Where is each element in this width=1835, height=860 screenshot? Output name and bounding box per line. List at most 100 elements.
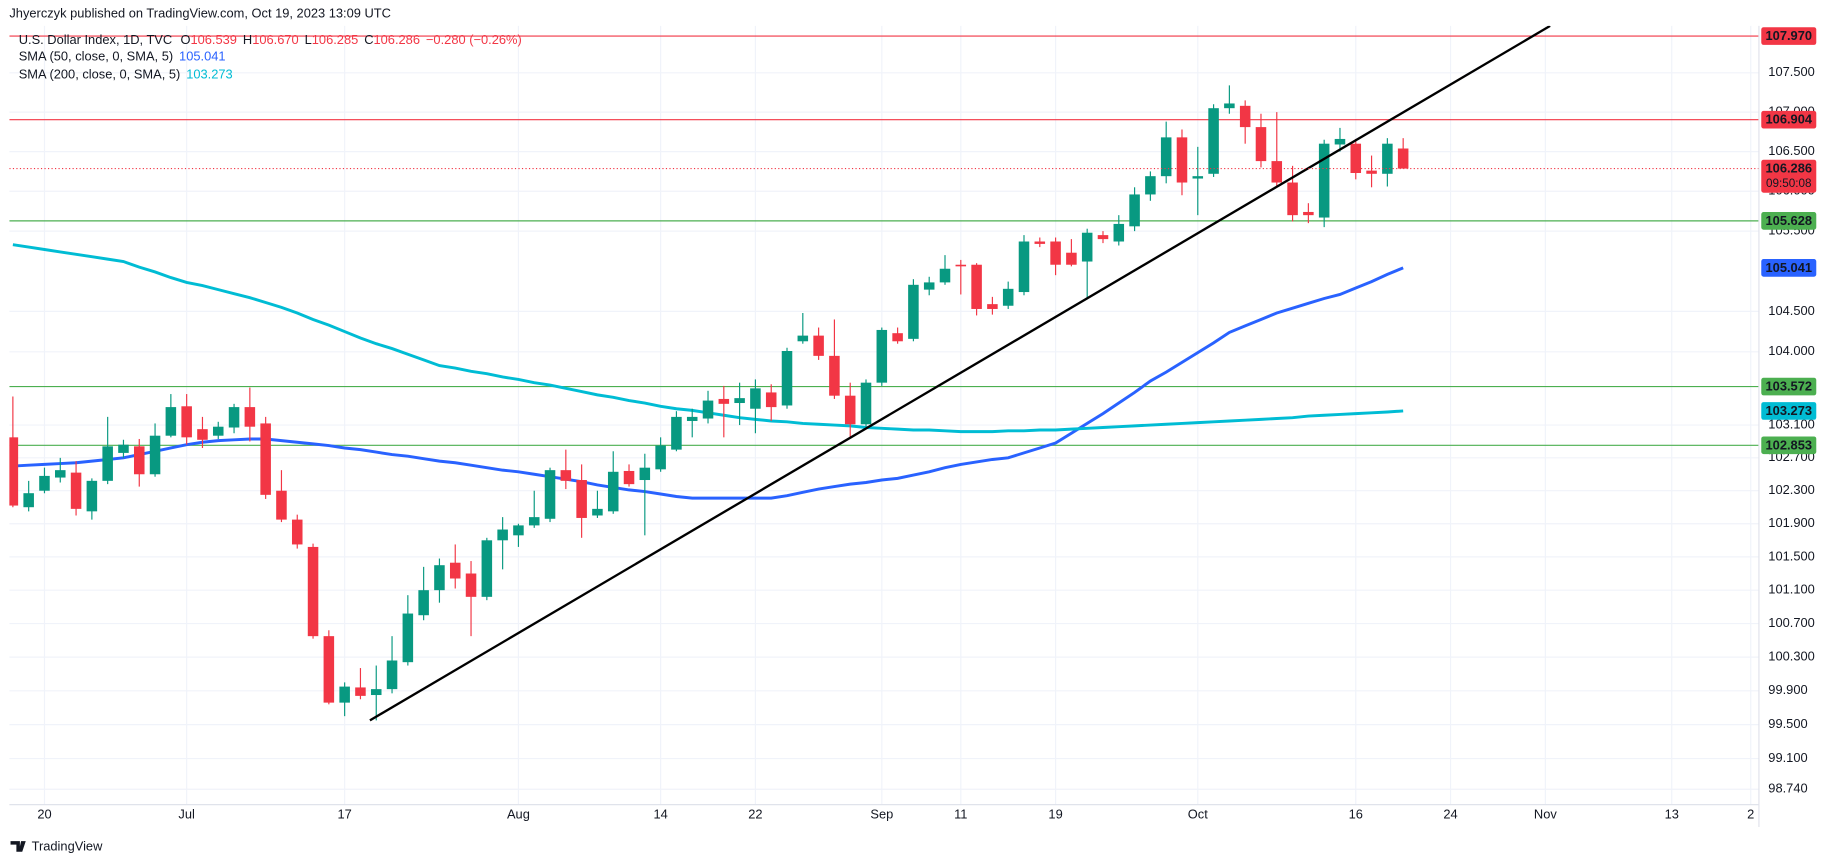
candle-body	[939, 268, 951, 283]
candle-body	[623, 470, 635, 485]
sma-label: 105.041	[1766, 260, 1813, 275]
last-price-box	[1761, 159, 1817, 193]
level-label: 107.970	[1766, 28, 1813, 43]
publisher: Jhyerczyk published on TradingView.com, …	[9, 6, 391, 21]
x-tick-label: 24	[1443, 807, 1457, 822]
candle-body	[560, 470, 572, 481]
candle-body	[544, 470, 556, 519]
y-tick-label: 102.300	[1768, 482, 1815, 497]
candle-body	[908, 284, 919, 339]
candle-body	[1255, 127, 1267, 162]
candle-body	[829, 355, 840, 396]
candle-body	[592, 508, 603, 516]
candle-body	[971, 264, 982, 309]
y-tick-label: 99.500	[1768, 716, 1807, 731]
candle-body	[813, 335, 824, 356]
x-tick-label: 17	[337, 807, 351, 822]
candle-body	[1208, 108, 1219, 174]
grid	[9, 25, 1759, 805]
price-axis	[1758, 25, 1835, 828]
candle-body	[70, 472, 82, 509]
candle-body	[1334, 138, 1346, 145]
candle-body	[607, 471, 619, 512]
level-label: 105.628	[1766, 213, 1813, 228]
candle-body	[576, 480, 587, 518]
y-tick-label: 101.500	[1768, 548, 1815, 563]
x-tick-label: 22	[748, 807, 762, 822]
candle-body	[1366, 170, 1377, 174]
candle-body	[1192, 176, 1204, 179]
y-tick-label: 100.300	[1768, 649, 1815, 664]
y-tick-label: 104.000	[1768, 343, 1815, 358]
y-tick-label: 99.100	[1768, 750, 1807, 765]
sma-box	[1761, 402, 1817, 420]
candle-body	[465, 573, 477, 597]
y-tick-label: 101.100	[1768, 582, 1815, 597]
candle-body	[133, 446, 145, 475]
x-tick-label: Oct	[1188, 807, 1208, 822]
x-tick-label: 20	[37, 807, 51, 822]
candle-body	[1382, 143, 1393, 174]
candle-body	[339, 686, 350, 703]
candle-body	[1129, 194, 1140, 227]
candle-body	[86, 480, 98, 512]
candle-body	[718, 398, 730, 404]
sma-box	[1761, 259, 1817, 277]
candle-body	[1113, 223, 1125, 242]
candle-body	[844, 395, 856, 425]
countdown: 09:50:08	[1766, 177, 1812, 190]
candle-body	[1002, 288, 1014, 306]
x-tick-label: 2	[1747, 807, 1754, 822]
candle-body	[686, 416, 698, 421]
candle-body	[165, 407, 177, 436]
candle-body	[386, 660, 398, 690]
ohlc-letter: H	[243, 33, 252, 48]
candle-body	[449, 562, 461, 579]
candle-body	[323, 636, 335, 703]
plot-area	[9, 25, 1759, 722]
candle-body	[1303, 211, 1314, 216]
candle-body	[497, 529, 508, 541]
level-box	[1761, 377, 1817, 396]
level-label: 102.853	[1766, 437, 1813, 452]
x-tick-label: 16	[1349, 807, 1363, 822]
candle-body	[370, 689, 382, 696]
candle-body	[434, 565, 445, 591]
last-price-label: 106.286	[1766, 161, 1813, 176]
candle-body	[1239, 105, 1251, 128]
ohlc-value: 106.539	[190, 33, 237, 48]
x-tick-label: Aug	[507, 807, 530, 822]
candle-body	[228, 407, 240, 428]
candle-body	[181, 406, 192, 438]
candle-body	[276, 490, 287, 520]
candle-body	[1271, 161, 1283, 183]
candle-body	[1224, 103, 1235, 109]
candle-body	[1287, 182, 1298, 216]
candle-body	[1018, 241, 1030, 293]
candle-body	[260, 423, 271, 495]
candle-body	[402, 613, 414, 663]
trendline	[369, 25, 1551, 722]
x-tick-label: 19	[1048, 807, 1062, 822]
logo-mark	[10, 841, 26, 852]
level-box	[1761, 436, 1817, 455]
level-label: 106.904	[1766, 112, 1813, 127]
candle-body	[481, 540, 493, 597]
x-tick-label: Jul	[178, 807, 194, 822]
candle-body	[197, 429, 208, 440]
candle-body	[702, 400, 714, 419]
y-tick-label: 101.900	[1768, 515, 1815, 530]
y-tick-label: 103.100	[1768, 416, 1815, 431]
legend-name: SMA (200, close, 0, SMA, 5)	[19, 67, 181, 82]
y-tick-label: 107.500	[1768, 64, 1815, 79]
candle-body	[1050, 241, 1061, 265]
candle-body	[1097, 235, 1109, 240]
candle-body	[528, 517, 540, 526]
candle-body	[55, 470, 66, 478]
x-tick-label: 14	[653, 807, 667, 822]
sma-legend: SMA (50, close, 0, SMA, 5) 105.041	[19, 49, 226, 64]
axis-labels: 107.500107.000106.500106.000105.500104.5…	[37, 27, 1817, 822]
y-tick-label: 99.900	[1768, 682, 1807, 697]
level-box	[1761, 110, 1817, 129]
